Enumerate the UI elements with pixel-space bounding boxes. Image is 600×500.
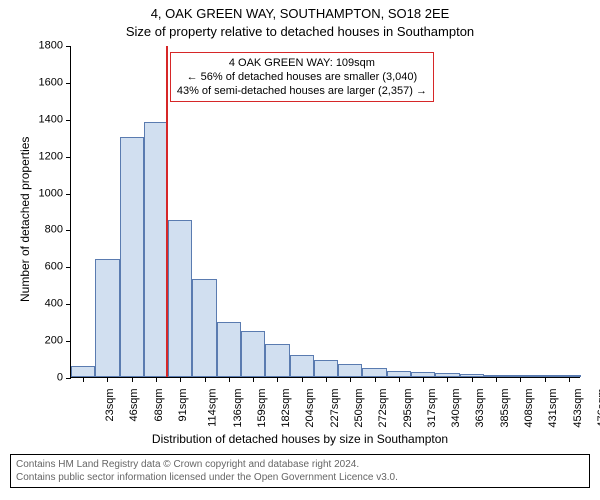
y-tick-label: 1200 xyxy=(39,151,63,162)
histogram-bar xyxy=(95,259,119,377)
x-tick xyxy=(253,377,254,382)
reference-line xyxy=(166,46,168,377)
annotation-box: 4 OAK GREEN WAY: 109sqm← 56% of detached… xyxy=(170,52,434,102)
y-tick xyxy=(66,304,71,305)
x-axis-label: Distribution of detached houses by size … xyxy=(0,432,600,446)
x-tick-label: 182sqm xyxy=(281,389,292,428)
x-tick xyxy=(496,377,497,382)
x-tick xyxy=(520,377,521,382)
histogram-bar xyxy=(144,122,168,377)
x-tick-label: 46sqm xyxy=(129,389,140,422)
page-title: 4, OAK GREEN WAY, SOUTHAMPTON, SO18 2EE xyxy=(0,6,600,21)
x-tick-label: 204sqm xyxy=(306,389,317,428)
y-tick-label: 1400 xyxy=(39,114,63,125)
x-tick-label: 317sqm xyxy=(427,389,438,428)
y-tick-label: 1600 xyxy=(39,77,63,88)
x-tick xyxy=(375,377,376,382)
histogram-bar xyxy=(314,360,338,377)
annotation-line: 4 OAK GREEN WAY: 109sqm xyxy=(177,56,427,70)
y-axis-label: Number of detached properties xyxy=(18,137,32,302)
x-tick xyxy=(302,377,303,382)
histogram-bar xyxy=(120,137,144,377)
y-tick-label: 200 xyxy=(45,336,63,347)
x-tick-label: 159sqm xyxy=(257,389,268,428)
histogram-bar xyxy=(290,355,314,377)
y-tick xyxy=(66,194,71,195)
x-tick-label: 295sqm xyxy=(403,389,414,428)
x-tick xyxy=(156,377,157,382)
y-tick-label: 800 xyxy=(45,225,63,236)
annotation-line: 43% of semi-detached houses are larger (… xyxy=(177,84,427,98)
x-tick xyxy=(83,377,84,382)
attribution-line-2: Contains public sector information licen… xyxy=(16,471,584,484)
chart-subtitle: Size of property relative to detached ho… xyxy=(0,24,600,39)
y-tick-label: 400 xyxy=(45,299,63,310)
y-tick-label: 1800 xyxy=(39,41,63,52)
x-tick-label: 431sqm xyxy=(548,389,559,428)
attribution-box: Contains HM Land Registry data © Crown c… xyxy=(10,454,590,488)
y-tick xyxy=(66,267,71,268)
x-tick-label: 272sqm xyxy=(378,389,389,428)
plot-area: 02004006008001000120014001600180023sqm46… xyxy=(70,46,580,378)
x-tick xyxy=(545,377,546,382)
y-tick xyxy=(66,378,71,379)
x-tick xyxy=(132,377,133,382)
x-tick xyxy=(326,377,327,382)
chart-container: { "title": "4, OAK GREEN WAY, SOUTHAMPTO… xyxy=(0,0,600,500)
x-tick-label: 363sqm xyxy=(476,389,487,428)
histogram-bar xyxy=(192,279,216,377)
y-tick xyxy=(66,120,71,121)
y-tick xyxy=(66,157,71,158)
x-tick xyxy=(107,377,108,382)
x-tick-label: 227sqm xyxy=(330,389,341,428)
x-tick-label: 250sqm xyxy=(354,389,365,428)
histogram-bar xyxy=(71,366,95,377)
histogram-bar xyxy=(338,364,362,377)
x-tick xyxy=(423,377,424,382)
histogram-bar xyxy=(362,368,386,377)
y-tick-label: 1000 xyxy=(39,188,63,199)
annotation-line: ← 56% of detached houses are smaller (3,… xyxy=(177,70,427,84)
x-tick-label: 23sqm xyxy=(105,389,116,422)
y-tick xyxy=(66,83,71,84)
x-tick xyxy=(229,377,230,382)
x-tick xyxy=(277,377,278,382)
x-tick-label: 385sqm xyxy=(500,389,511,428)
x-tick-label: 136sqm xyxy=(233,389,244,428)
x-tick-label: 68sqm xyxy=(154,389,165,422)
x-tick-label: 340sqm xyxy=(451,389,462,428)
x-tick-label: 453sqm xyxy=(573,389,584,428)
x-tick-label: 114sqm xyxy=(208,389,219,427)
histogram-bar xyxy=(241,331,265,377)
y-tick-label: 600 xyxy=(45,262,63,273)
x-tick xyxy=(180,377,181,382)
x-tick xyxy=(447,377,448,382)
y-tick-label: 0 xyxy=(57,373,63,384)
y-tick xyxy=(66,46,71,47)
attribution-line-1: Contains HM Land Registry data © Crown c… xyxy=(16,458,584,471)
y-tick xyxy=(66,230,71,231)
x-tick xyxy=(472,377,473,382)
x-tick-label: 91sqm xyxy=(178,389,189,422)
histogram-bar xyxy=(265,344,289,377)
histogram-bar xyxy=(217,322,241,377)
x-tick-label: 408sqm xyxy=(524,389,535,428)
histogram-bar xyxy=(168,220,192,377)
x-tick xyxy=(399,377,400,382)
y-tick xyxy=(66,341,71,342)
x-tick xyxy=(350,377,351,382)
x-tick xyxy=(569,377,570,382)
x-tick xyxy=(205,377,206,382)
